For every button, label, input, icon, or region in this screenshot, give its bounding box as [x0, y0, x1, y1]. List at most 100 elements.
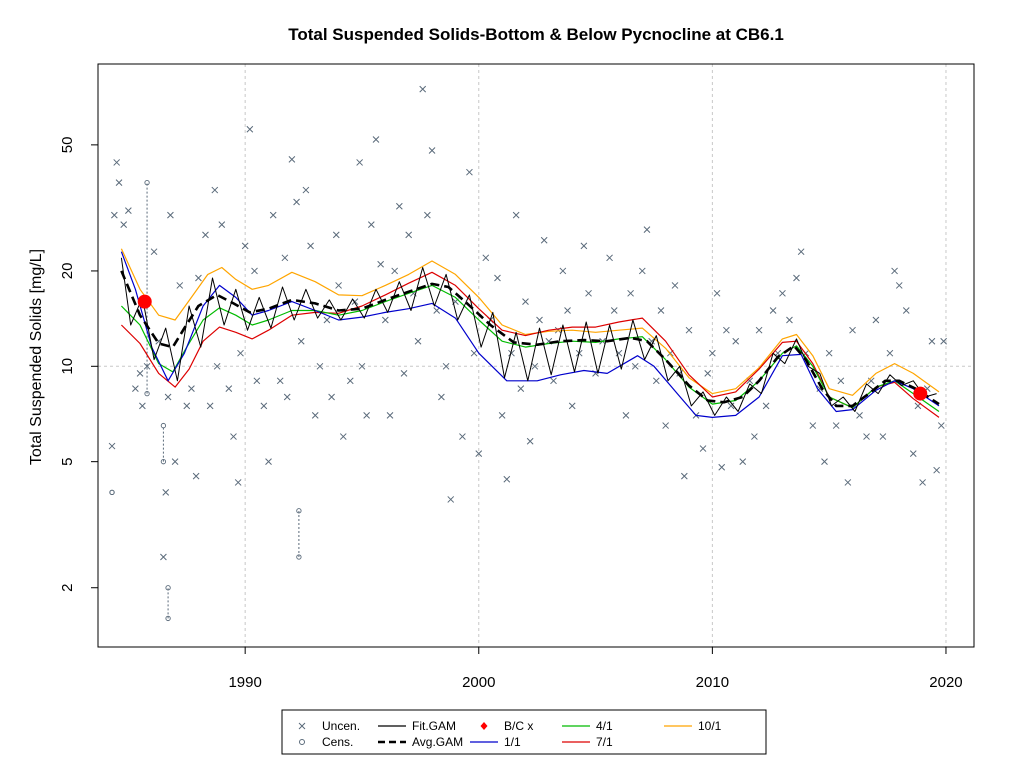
uncensored-point — [160, 553, 167, 561]
avg-gam-line — [120, 270, 940, 408]
uncensored-point — [230, 433, 237, 440]
line-10-1 — [120, 248, 940, 396]
uncensored-point — [919, 479, 926, 486]
uncensored-point — [709, 349, 716, 357]
legend: Uncen. Cens. Fit.GAM Avg.GAM B/C x 1/1 4/1 7/1 1… — [281, 709, 767, 755]
uncensored-point — [372, 136, 380, 143]
line-4-1 — [120, 284, 940, 412]
uncensored-point — [253, 377, 261, 385]
uncensored-point — [849, 326, 856, 334]
uncensored-point — [339, 433, 347, 440]
uncensored-point — [293, 198, 300, 206]
uncensored-point — [627, 289, 634, 297]
uncensored-point — [517, 385, 525, 393]
uncensored-point — [381, 316, 389, 324]
uncensored-point — [237, 349, 244, 357]
uncensored-point — [260, 402, 268, 410]
legend-item: Fit.GAM — [378, 719, 456, 733]
bc-point — [913, 386, 928, 401]
censored-point — [144, 179, 150, 186]
legend-label: Avg.GAM — [412, 735, 463, 749]
uncensored-point — [297, 337, 305, 345]
uncensored-point — [192, 472, 200, 480]
uncensored-point — [568, 402, 576, 410]
uncensored-point — [606, 254, 613, 262]
uncensored-point — [288, 156, 296, 163]
legend-symbol — [298, 722, 306, 730]
uncensored-point — [218, 221, 226, 228]
uncensored-point — [762, 402, 770, 410]
uncensored-point — [195, 274, 202, 282]
uncensored-point — [225, 385, 233, 393]
x-tick-label: 1990 — [228, 674, 261, 691]
uncensored-point — [167, 211, 174, 219]
uncensored-point — [662, 422, 670, 429]
uncensored-point — [704, 370, 712, 377]
uncensored-point — [895, 282, 903, 289]
censored-point — [296, 508, 302, 514]
uncensored-point — [751, 433, 758, 440]
legend-item: 1/1 — [470, 735, 521, 749]
x-tick-label: 2010 — [696, 674, 729, 691]
uncensored-point — [162, 489, 170, 496]
uncensored-point — [727, 402, 735, 410]
uncensored-point — [909, 450, 917, 458]
y-tick-label: 20 — [59, 263, 76, 280]
censored-point — [109, 489, 115, 496]
uncensored-point — [367, 221, 375, 228]
uncensored-point — [879, 433, 887, 440]
uncensored-point — [108, 442, 116, 450]
uncensored-point — [276, 377, 284, 385]
uncensored-point — [540, 236, 548, 244]
uncensored-point — [332, 231, 340, 239]
line-7-1 — [120, 271, 940, 418]
uncensored-point — [475, 450, 483, 458]
uncensored-point — [559, 267, 567, 275]
uncensored-point — [139, 402, 146, 410]
censored-point — [165, 585, 171, 591]
uncensored-point — [786, 316, 793, 324]
uncensored-point — [891, 267, 898, 275]
legend-label: 1/1 — [504, 735, 521, 749]
uncensored-point — [120, 221, 128, 228]
legend-item: 10/1 — [664, 719, 722, 733]
uncensored-point — [503, 475, 511, 483]
uncensored-point — [283, 393, 291, 401]
uncensored-point — [657, 307, 665, 314]
legend-label: Cens. — [322, 735, 353, 749]
uncensored-point — [234, 479, 242, 486]
legend-symbol — [299, 739, 305, 745]
uncensored-point — [302, 186, 310, 194]
uncensored-point — [793, 274, 800, 282]
uncensored-point — [797, 248, 805, 256]
uncensored-point — [363, 412, 370, 419]
uncensored-point — [825, 349, 833, 357]
uncensored-point — [937, 422, 945, 429]
uncensored-point — [699, 445, 707, 452]
chart-title: Total Suspended Solids-Bottom & Below Py… — [288, 25, 784, 44]
uncensored-point — [522, 298, 529, 305]
legend-item: B/C x — [480, 719, 533, 733]
uncensored-point — [809, 422, 817, 429]
legend-box — [281, 709, 767, 755]
uncensored-point — [171, 458, 179, 466]
uncensored-point — [143, 362, 151, 370]
uncensored-point — [391, 267, 399, 275]
uncensored-point — [428, 147, 436, 154]
uncensored-point — [580, 242, 588, 250]
uncensored-point — [769, 307, 777, 314]
uncensored-point — [508, 349, 515, 357]
uncensored-point — [150, 248, 158, 256]
legend-item: 4/1 — [562, 719, 613, 733]
legend-symbol — [480, 722, 488, 730]
uncensored-point — [564, 307, 571, 314]
uncensored-point — [550, 377, 557, 385]
legend-label: Fit.GAM — [412, 719, 456, 733]
uncensored-point — [459, 433, 466, 440]
uncensored-point — [470, 349, 478, 357]
uncensored-point — [316, 362, 324, 370]
uncensored-point — [110, 211, 118, 219]
censored-point — [160, 459, 167, 465]
uncensored-point — [498, 412, 506, 419]
legend-label: 7/1 — [596, 735, 613, 749]
